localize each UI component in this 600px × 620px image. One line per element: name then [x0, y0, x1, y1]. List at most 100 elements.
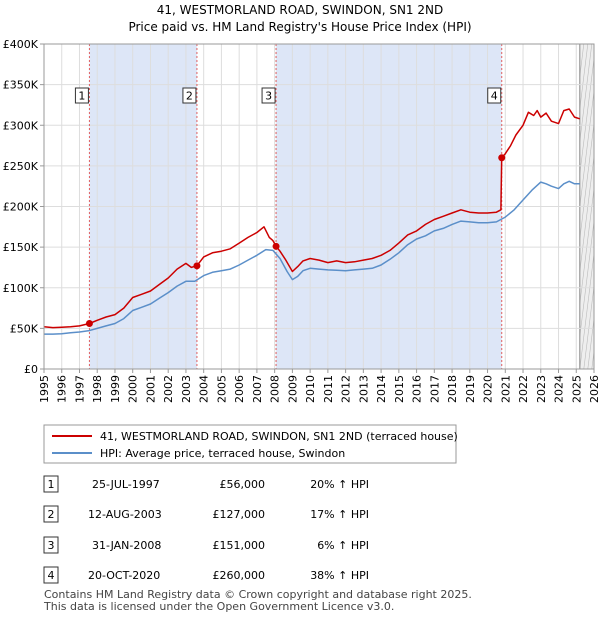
row-number: 2 [48, 508, 55, 521]
x-tick-label: 2000 [127, 375, 140, 403]
table-row: 1 25-JUL-1997 £56,000 20% ↑ HPI [43, 475, 369, 493]
x-tick-label: 2002 [162, 375, 175, 403]
row-number-box [43, 566, 59, 584]
sale-point [193, 262, 201, 270]
footer: Contains HM Land Registry data © Crown c… [44, 589, 472, 613]
series-line-sale [43, 108, 581, 329]
row-price: £127,000 [213, 508, 266, 521]
x-tick-label: 2003 [180, 375, 193, 403]
legend: 41, WESTMORLAND ROAD, SWINDON, SN1 2ND (… [43, 424, 458, 464]
sale-marker-box [182, 87, 197, 104]
x-tick-label: 2008 [269, 375, 282, 403]
x-tick-label: 2023 [535, 375, 548, 403]
row-date: 20-OCT-2020 [88, 569, 160, 582]
x-tick-label: 2007 [251, 375, 264, 403]
future-hatch-line [579, 251, 595, 369]
x-tick-label: 2012 [340, 375, 353, 403]
x-tick-label: 1995 [38, 375, 51, 403]
chart-subtitle: Price paid vs. HM Land Registry's House … [128, 20, 471, 34]
row-date: 31-JAN-2008 [92, 539, 161, 552]
footer-copyright: Contains HM Land Registry data © Crown c… [44, 588, 472, 601]
x-tick-label: 2024 [553, 375, 566, 403]
series-line-hpi [44, 180, 580, 335]
x-tick-label: 1998 [91, 375, 104, 403]
future-hatch-line [579, 88, 595, 209]
y-tick-label: £200K [3, 201, 39, 214]
y-tick-label: £350K [3, 79, 39, 92]
sale-point [498, 154, 506, 162]
x-tick-label: 2014 [375, 375, 388, 403]
x-tick-label: 2006 [233, 375, 246, 403]
row-price: £56,000 [220, 478, 266, 491]
future-hatch-line [583, 283, 595, 369]
y-tick-label: £250K [3, 160, 39, 173]
y-tick-label: £400K [3, 38, 39, 51]
row-date: 12-AUG-2003 [88, 508, 162, 521]
sales-table: 1 25-JUL-1997 £56,000 20% ↑ HPI 2 12-AUG… [43, 475, 369, 584]
x-tick-label: 2026 [588, 375, 600, 403]
row-price: £151,000 [213, 539, 266, 552]
sale-points [85, 154, 506, 327]
chart-title: 41, WESTMORLAND ROAD, SWINDON, SN1 2ND [157, 3, 443, 17]
sale-point [85, 320, 93, 327]
x-tick-label: 2009 [286, 375, 299, 403]
x-tick-label: 2021 [499, 375, 512, 403]
x-tick-label: 2025 [570, 375, 583, 403]
x-tick-label: 2016 [411, 375, 424, 403]
y-tick-label: £50K [10, 322, 39, 335]
future-hatch-line [579, 44, 589, 112]
row-number: 1 [48, 478, 55, 491]
row-number-box [43, 536, 59, 554]
x-tick-label: 2011 [322, 375, 335, 403]
footer-licence: This data is licensed under the Open Gov… [44, 600, 395, 613]
x-tick-label: 1996 [56, 375, 69, 403]
series-lines [43, 108, 581, 335]
y-tick-label: £150K [3, 241, 39, 254]
sale-marker-box [74, 87, 89, 104]
x-tick-label: 2001 [144, 375, 157, 403]
row-number: 4 [48, 569, 55, 582]
row-number: 3 [48, 539, 55, 552]
y-tick-label: £0 [24, 363, 38, 376]
x-tick-label: 2019 [464, 375, 477, 403]
sale-marker-number: 3 [265, 90, 272, 103]
x-tick-label: 2018 [446, 375, 459, 403]
x-tick-label: 2004 [198, 375, 211, 403]
row-hpi: 20% ↑ HPI [310, 478, 369, 491]
sale-marker-number: 1 [78, 90, 85, 103]
y-axis-ticks: £0 £50K £100K £150K £200K £250K £300K £350K £400… [3, 38, 44, 376]
future-hatch-line [579, 218, 595, 339]
x-tick-label: 2022 [517, 375, 530, 403]
row-hpi: 6% ↑ HPI [317, 539, 369, 552]
row-date: 25-JUL-1997 [92, 478, 160, 491]
table-row: 3 31-JAN-2008 £151,000 6% ↑ HPI [43, 536, 369, 554]
future-hatch-line [596, 44, 600, 369]
row-price: £260,000 [213, 569, 266, 582]
x-tick-label: 1997 [73, 375, 86, 403]
table-row: 2 12-AUG-2003 £127,000 17% ↑ HPI [43, 505, 369, 523]
row-number-box [43, 475, 59, 493]
x-tick-label: 1999 [109, 375, 122, 403]
legend-label-hpi: HPI: Average price, terraced house, Swin… [100, 447, 345, 460]
x-tick-label: 2020 [482, 375, 495, 403]
y-tick-label: £100K [3, 282, 39, 295]
x-axis-ticks: 1995 1996 1997 1998 1999 2000 2001 2002 2003 2004… [38, 369, 600, 403]
x-tick-label: 2005 [215, 375, 228, 403]
future-hatch-line [579, 56, 595, 177]
row-hpi: 17% ↑ HPI [310, 508, 369, 521]
x-tick-label: 2013 [357, 375, 370, 403]
legend-box [43, 424, 457, 464]
sale-marker-number: 2 [186, 90, 193, 103]
sale-marker-number: 4 [491, 90, 498, 103]
future-hatch-line [579, 44, 593, 144]
sale-marker-labels: 1 2 3 4 [74, 87, 502, 104]
table-row: 4 20-OCT-2020 £260,000 38% ↑ HPI [43, 566, 369, 584]
sale-point [272, 242, 280, 250]
sale-marker-box [261, 87, 276, 104]
x-tick-label: 2010 [304, 375, 317, 403]
x-tick-label: 2015 [393, 375, 406, 403]
x-tick-label: 2017 [428, 375, 441, 403]
row-hpi: 38% ↑ HPI [310, 569, 369, 582]
sale-marker-box [487, 87, 502, 104]
